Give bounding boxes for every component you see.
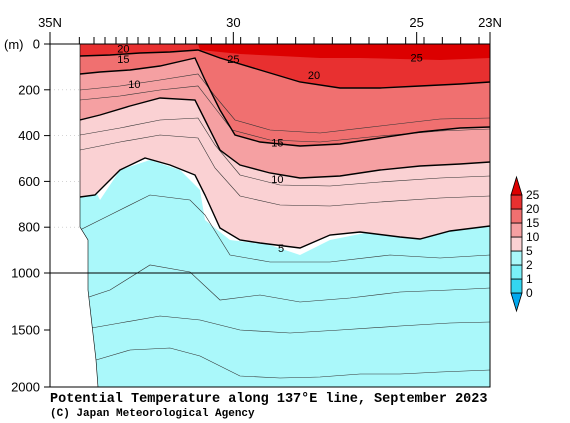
contour-line bbox=[80, 117, 490, 187]
contour-15 bbox=[80, 57, 490, 147]
contour-line bbox=[80, 73, 490, 134]
x-tick-label: 25 bbox=[409, 15, 423, 30]
colorbar-label: 20 bbox=[526, 202, 540, 216]
plot-frame bbox=[49, 43, 491, 388]
colorbar-segment bbox=[510, 264, 523, 280]
x-axis-ticks: 35N 30 25 23N bbox=[38, 15, 502, 44]
colorbar-segment bbox=[510, 250, 523, 266]
contour-label: 15 bbox=[117, 54, 129, 66]
colorbar-high-arrow bbox=[510, 175, 523, 196]
contour-line bbox=[80, 194, 490, 263]
x-tick-label: 23N bbox=[478, 15, 502, 30]
contour-label: 25 bbox=[411, 53, 423, 65]
depth-gridlines bbox=[50, 89, 80, 228]
colorbar-label: 25 bbox=[526, 188, 540, 202]
contour-line bbox=[95, 347, 490, 379]
contour-label: 15 bbox=[271, 137, 283, 149]
minor-contours bbox=[80, 73, 490, 379]
y-tick-label: 1500 bbox=[11, 323, 40, 338]
contour-line bbox=[80, 134, 490, 207]
y-tick-label: 600 bbox=[18, 174, 40, 189]
contour-label: 10 bbox=[128, 79, 140, 91]
y-tick-label: 1000 bbox=[11, 266, 40, 281]
band-above-25 bbox=[198, 44, 490, 60]
x-tick-label: 30 bbox=[226, 15, 240, 30]
y-axis-ticks: 0 200 400 600 800 1000 1500 2000 bbox=[11, 37, 50, 395]
credit-text: (C) Japan Meteorological Agency bbox=[50, 408, 255, 420]
major-contours bbox=[80, 49, 490, 249]
colorbar-label: 15 bbox=[526, 216, 540, 230]
colorbar-low-arrow bbox=[510, 292, 523, 313]
y-tick-label: 2000 bbox=[11, 380, 40, 395]
chart-title: Potential Temperature along 137°E line, … bbox=[50, 392, 487, 407]
contour-label: 5 bbox=[278, 243, 284, 255]
colorbar-label: 1 bbox=[526, 272, 533, 286]
contour-label: 20 bbox=[117, 44, 129, 56]
colorbar-label: 5 bbox=[526, 244, 533, 258]
colorbar-label: 2 bbox=[526, 258, 533, 272]
colorbar-segment bbox=[510, 236, 523, 252]
colorbar-label: 0 bbox=[526, 286, 533, 300]
colorbar-segment bbox=[510, 208, 523, 224]
contour-label: 10 bbox=[271, 174, 283, 186]
colorbar-segment bbox=[510, 194, 523, 210]
contour-label: 25 bbox=[227, 54, 239, 66]
contour-line bbox=[80, 315, 490, 334]
colorbar-segment bbox=[510, 278, 523, 294]
y-tick-label: 800 bbox=[18, 220, 40, 235]
y-tick-label: 400 bbox=[18, 128, 40, 143]
x-tick-label: 35N bbox=[38, 15, 62, 30]
y-tick-label: 200 bbox=[18, 82, 40, 97]
contour-5 bbox=[80, 157, 490, 249]
contour-20 bbox=[80, 49, 490, 89]
contour-10 bbox=[80, 97, 490, 179]
temperature-section-fill bbox=[80, 44, 490, 387]
colorbar-label: 10 bbox=[526, 230, 540, 244]
contour-label: 20 bbox=[308, 70, 320, 82]
station-ticks bbox=[78, 37, 491, 44]
y-axis-label: (m) bbox=[4, 37, 24, 52]
y-tick-label: 0 bbox=[33, 37, 40, 52]
colorbar-segment bbox=[510, 222, 523, 238]
